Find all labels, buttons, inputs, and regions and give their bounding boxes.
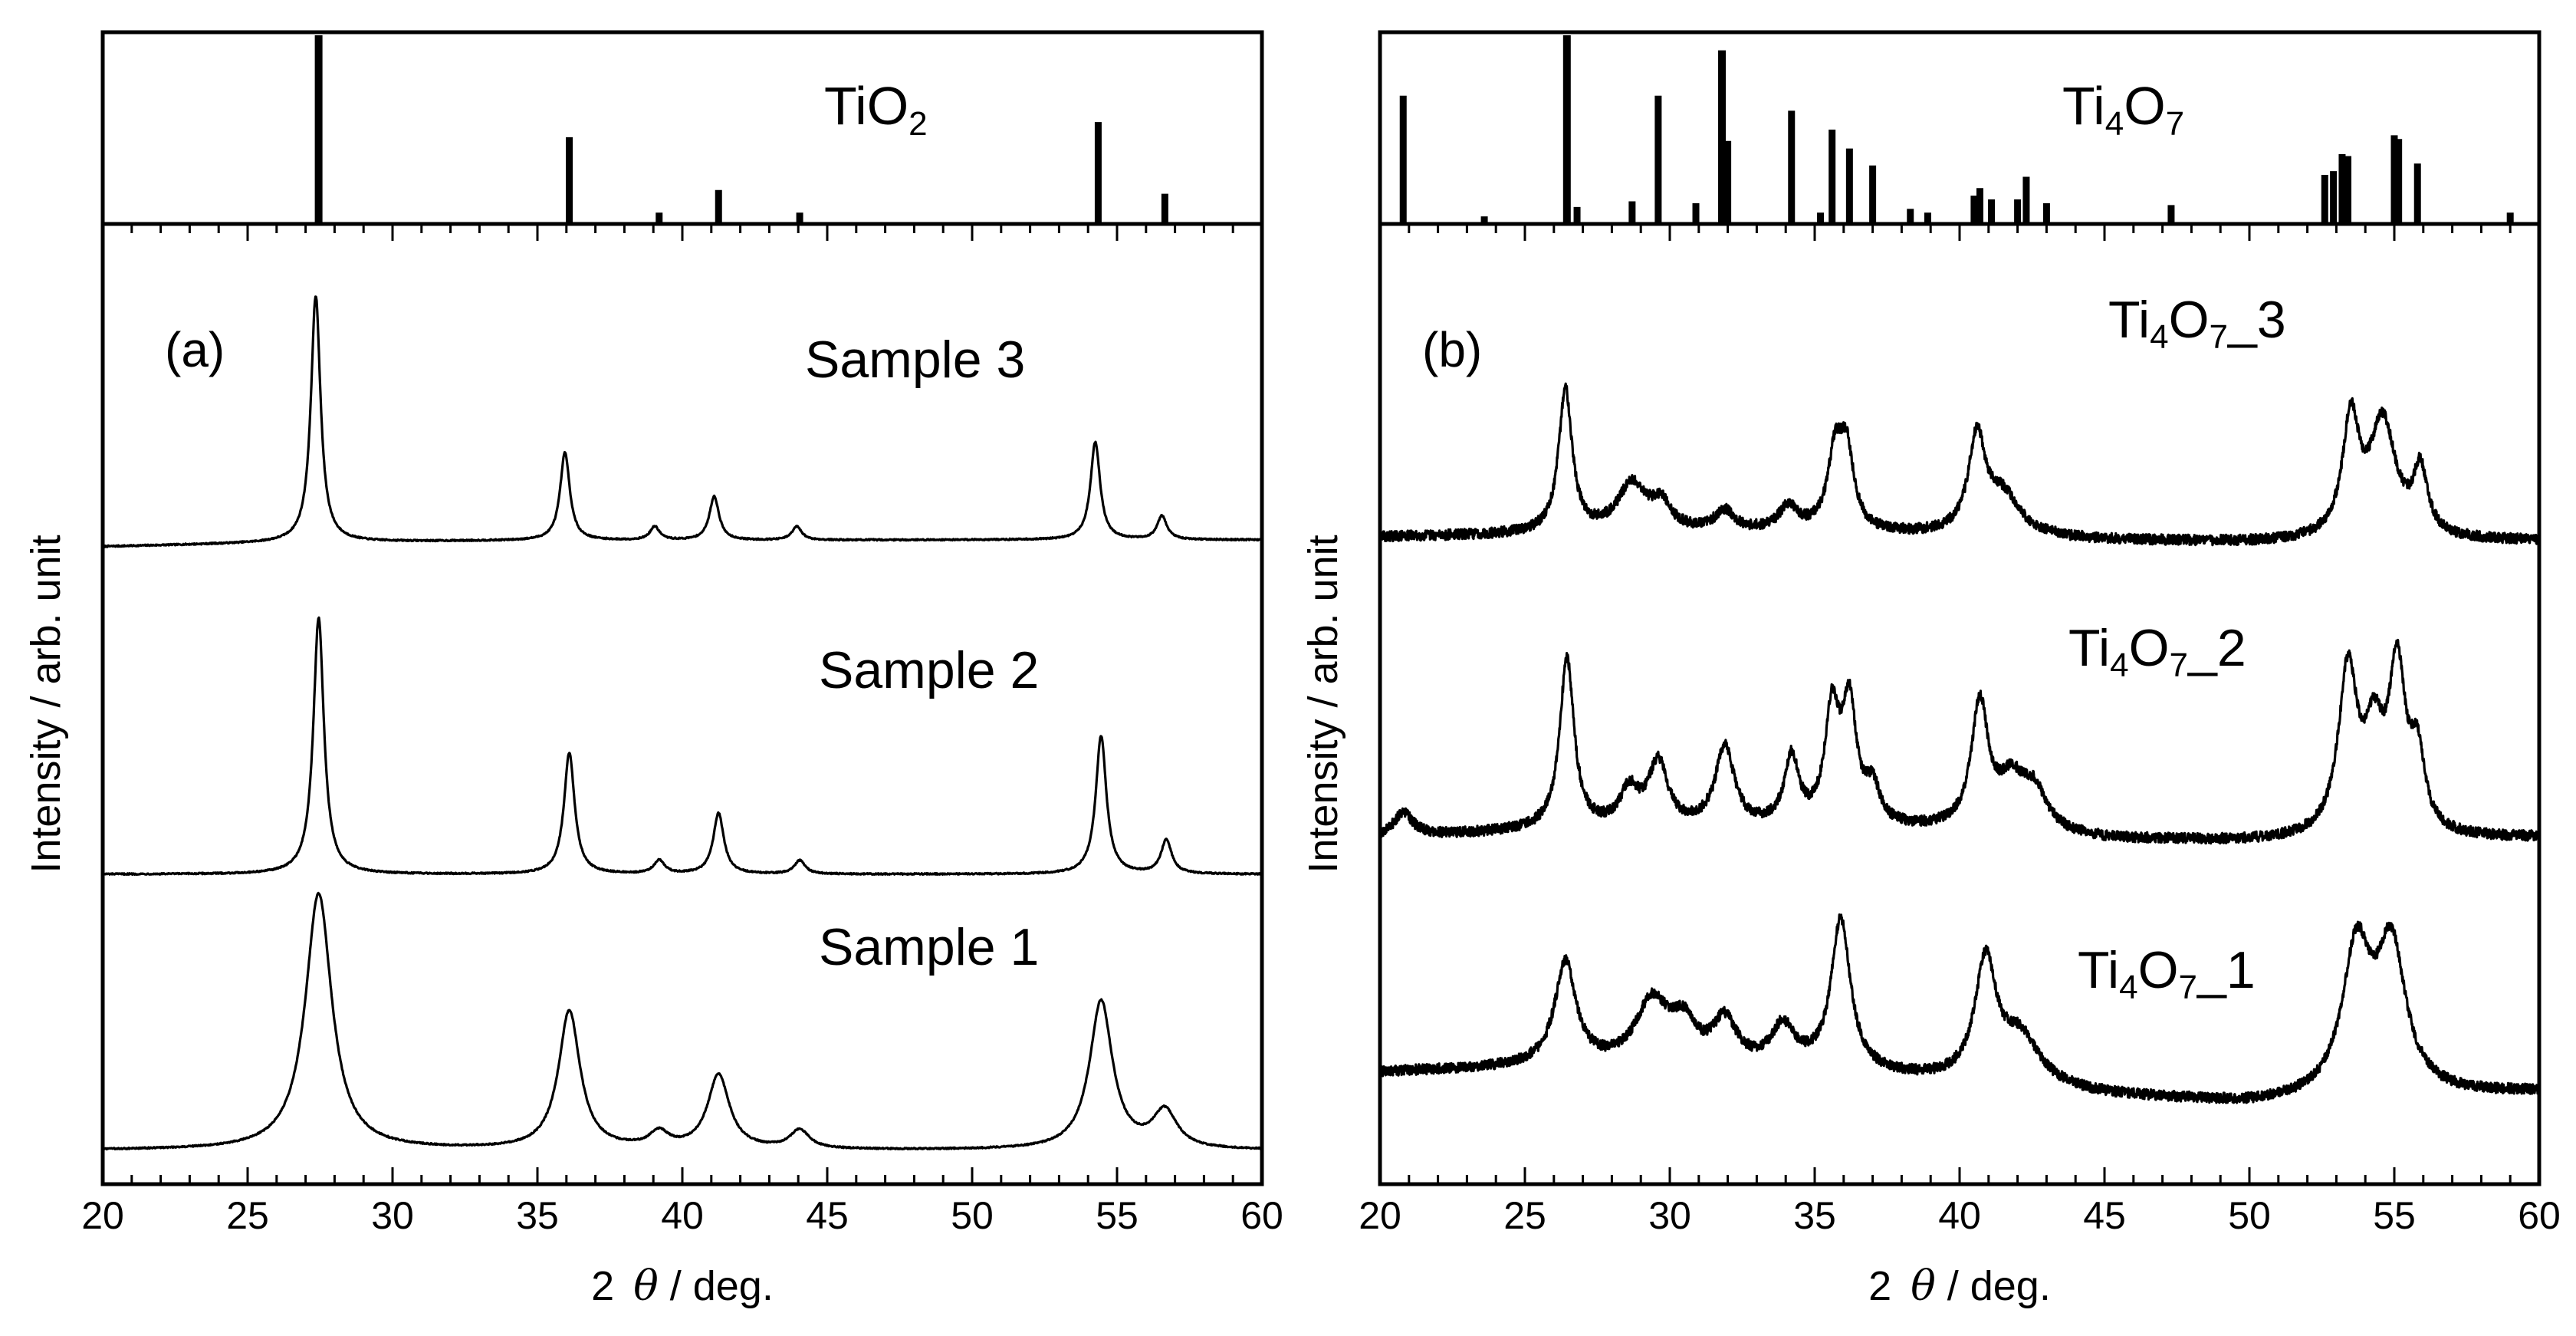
x-tick-label-45: 45 — [806, 1194, 849, 1237]
ti4o7-2-label: Ti4O7_2 — [2068, 619, 2246, 684]
x-tick-label-30: 30 — [1648, 1194, 1691, 1237]
panel-b-label: (b) — [1422, 322, 1482, 377]
x-tick-label-25: 25 — [226, 1194, 269, 1237]
sample-3-label: Sample 3 — [805, 331, 1025, 389]
panel-b-ticks — [1378, 224, 2541, 1184]
x-tick-label-55: 55 — [2373, 1194, 2416, 1237]
panel-b-tick-labels: 20 25 30 35 40 45 50 55 60 — [1359, 1194, 2561, 1237]
x-tick-label-60: 60 — [1240, 1194, 1283, 1237]
x-tick-label-20: 20 — [1359, 1194, 1401, 1237]
x-tick-label-35: 35 — [516, 1194, 559, 1237]
ti4o7-reference-label: Ti4O7 — [2062, 76, 2184, 143]
panel-a-x-axis-title: 2 θ / deg. — [591, 1262, 774, 1310]
sample-1-label: Sample 1 — [819, 918, 1039, 976]
panel-b-y-axis-title: Intensity / arb. unit — [1300, 535, 1346, 873]
x-tick-label-40: 40 — [661, 1194, 704, 1237]
x-tick-label-55: 55 — [1096, 1194, 1138, 1237]
tio2-reference-label: TiO2 — [824, 76, 928, 143]
panel-a-ticks — [101, 224, 1263, 1184]
ti4o7-2-trace — [1378, 638, 2541, 845]
sample-2-trace — [102, 616, 1263, 877]
x-tick-label-60: 60 — [2518, 1194, 2561, 1237]
panel-b-x-axis-title: 2 θ / deg. — [1868, 1262, 2051, 1310]
ti4o7-reference-sticks — [1399, 35, 2514, 224]
panel-a-tick-labels: 20 25 30 35 40 45 50 55 60 — [81, 1194, 1283, 1237]
panel-b-traces — [1378, 382, 2541, 1104]
ti4o7-1-trace — [1378, 913, 2541, 1104]
x-tick-label-35: 35 — [1793, 1194, 1836, 1237]
ti4o7-3-label: Ti4O7_3 — [2108, 291, 2286, 356]
panel-a-y-axis-title: Intensity / arb. unit — [23, 535, 69, 873]
ti4o7-3-trace — [1378, 382, 2541, 547]
sample-3-trace — [101, 295, 1263, 548]
x-tick-label-50: 50 — [2228, 1194, 2271, 1237]
x-tick-label-50: 50 — [951, 1194, 994, 1237]
sample-2-label: Sample 2 — [819, 641, 1039, 699]
ti4o7-1-label: Ti4O7_1 — [2078, 941, 2256, 1006]
panel-a-traces — [101, 295, 1263, 1151]
panel-a: 20 25 30 35 40 45 50 55 60 TiO2 (a) Sample 3 Sam… — [23, 30, 1283, 1310]
x-tick-label-45: 45 — [2083, 1194, 2126, 1237]
panel-b: 20 25 30 35 40 45 50 55 60 Ti4O7 (b) Ti4O7_3 Ti4… — [1300, 30, 2561, 1310]
x-tick-label-30: 30 — [371, 1194, 414, 1237]
x-tick-label-20: 20 — [81, 1194, 124, 1237]
panel-a-label: (a) — [165, 322, 225, 377]
x-tick-label-25: 25 — [1503, 1194, 1546, 1237]
x-tick-label-40: 40 — [1938, 1194, 1981, 1237]
sample-1-trace — [102, 891, 1263, 1151]
